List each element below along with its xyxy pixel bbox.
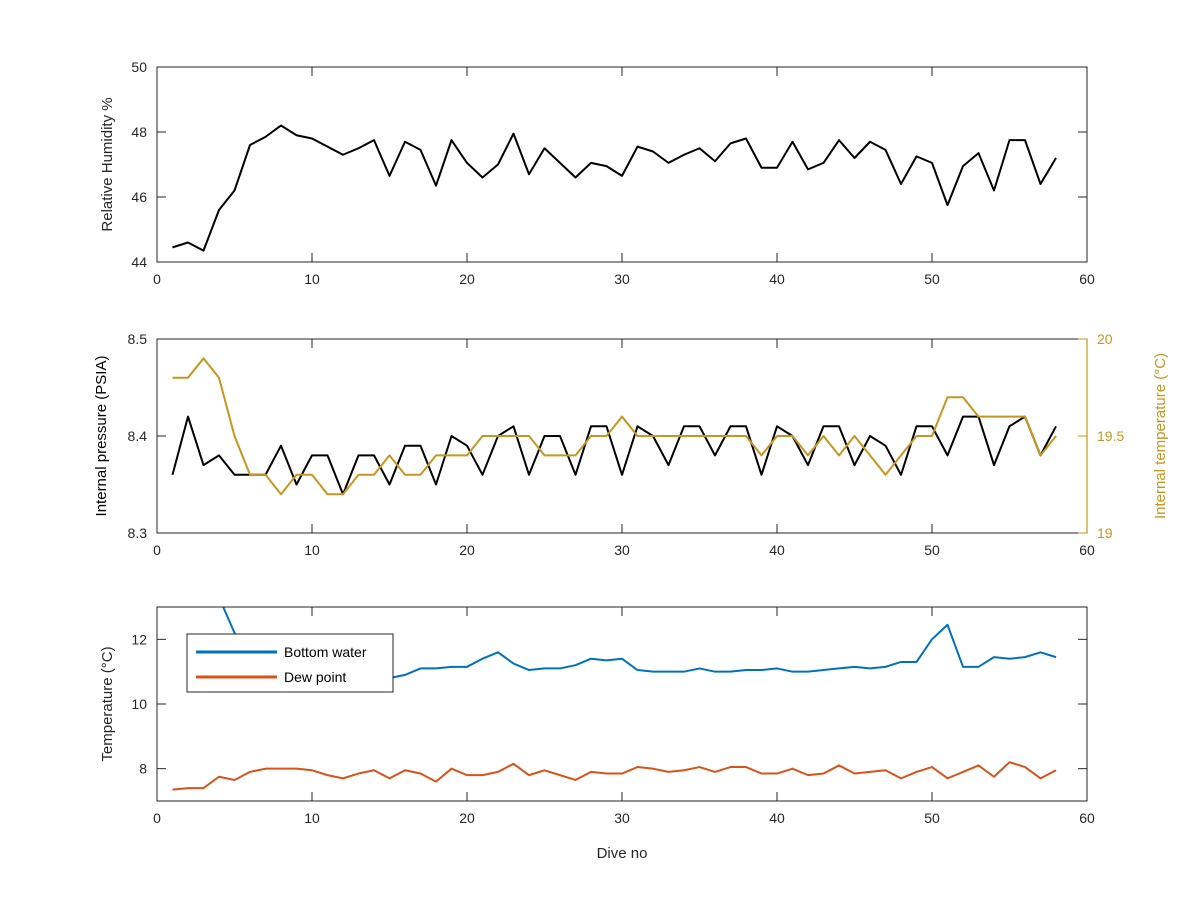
x-tick-label: 40 <box>769 810 785 826</box>
y-tick-label: 8.5 <box>128 331 148 347</box>
y-tick-label: 8.3 <box>128 525 148 541</box>
y-tick-label: 8.4 <box>128 428 148 444</box>
x-tick-label: 20 <box>459 542 475 558</box>
legend-entry: Bottom water <box>284 644 367 660</box>
panel-1: 0 10 20 30 40 50 60 44 46 48 50 Relative Humidity % <box>99 59 1095 287</box>
x-tick-label: 60 <box>1079 271 1095 287</box>
x-tick-label: 10 <box>304 810 320 826</box>
y-axis-title: Temperature (°C) <box>99 646 116 761</box>
y-axis-title: Relative Humidity % <box>99 97 116 231</box>
series-line-1 <box>171 415 1057 496</box>
legend-box <box>186 633 394 693</box>
x-tick-label: 40 <box>769 271 785 287</box>
y-right-tick-label: 19.5 <box>1097 428 1124 444</box>
x-tick-label: 50 <box>924 810 940 826</box>
y-right-tick-label: 20 <box>1097 331 1113 347</box>
x-tick-label: 60 <box>1079 810 1095 826</box>
series-group <box>171 357 1057 496</box>
y-tick-label: 48 <box>131 124 147 140</box>
y-tick-label: 50 <box>131 59 147 75</box>
x-tick-label: 0 <box>153 810 161 826</box>
series-group <box>172 124 1057 252</box>
y-tick-label: 8 <box>139 761 147 777</box>
x-axis-title: Dive no <box>597 845 648 862</box>
panel-3: 0 10 20 30 40 50 60 8 10 12 Temperature (°C) Dive n… <box>99 606 1095 862</box>
series-line-1 <box>172 124 1057 252</box>
y-tick-label: 44 <box>131 254 147 270</box>
y-right-axis-title: Internal temperature (°C) <box>1152 353 1169 519</box>
x-tick-label: 10 <box>304 542 320 558</box>
x-tick-label: 30 <box>614 271 630 287</box>
x-tick-label: 20 <box>459 271 475 287</box>
x-tick-label: 40 <box>769 542 785 558</box>
x-tick-label: 50 <box>924 542 940 558</box>
x-tick-label: 10 <box>304 271 320 287</box>
y-axis-title: Internal pressure (PSIA) <box>93 356 110 517</box>
y-tick-label: 12 <box>131 631 147 647</box>
x-tick-label: 30 <box>614 542 630 558</box>
y-tick-label: 46 <box>131 189 147 205</box>
x-tick-label: 0 <box>153 271 161 287</box>
legend-entry: Dew point <box>284 669 346 685</box>
series-line-2 <box>172 357 1057 496</box>
y-right-tick-label: 19 <box>1097 525 1113 541</box>
x-tick-label: 20 <box>459 810 475 826</box>
x-tick-label: 30 <box>614 810 630 826</box>
series-line-dew-point <box>172 761 1057 791</box>
x-tick-label: 0 <box>153 542 161 558</box>
y-tick-label: 10 <box>131 696 147 712</box>
legend: Bottom water Dew point <box>186 633 394 693</box>
panel-2: 0 10 20 30 40 50 60 8.3 8.4 8.5 19 19.5 20 Internal p… <box>93 331 1169 558</box>
x-tick-label: 50 <box>924 271 940 287</box>
x-tick-label: 60 <box>1079 542 1095 558</box>
